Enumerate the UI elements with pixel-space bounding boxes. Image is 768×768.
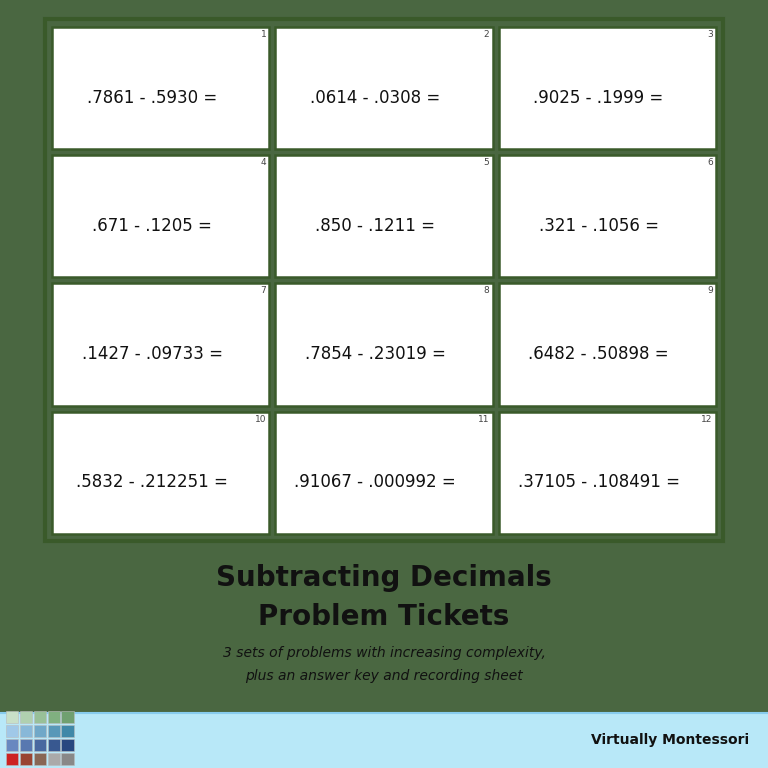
FancyBboxPatch shape <box>498 155 716 277</box>
FancyBboxPatch shape <box>276 412 492 534</box>
FancyBboxPatch shape <box>52 155 270 277</box>
FancyBboxPatch shape <box>48 739 60 751</box>
FancyBboxPatch shape <box>276 155 492 277</box>
FancyBboxPatch shape <box>498 412 716 534</box>
FancyBboxPatch shape <box>6 725 18 737</box>
Text: .7854 - .23019 =: .7854 - .23019 = <box>305 346 445 363</box>
FancyBboxPatch shape <box>45 19 723 541</box>
FancyBboxPatch shape <box>276 27 492 149</box>
FancyBboxPatch shape <box>61 739 74 751</box>
FancyBboxPatch shape <box>20 739 32 751</box>
FancyBboxPatch shape <box>61 711 74 723</box>
Text: .37105 - .108491 =: .37105 - .108491 = <box>518 474 680 492</box>
Text: .91067 - .000992 =: .91067 - .000992 = <box>294 474 456 492</box>
FancyBboxPatch shape <box>61 753 74 765</box>
Text: plus an answer key and recording sheet: plus an answer key and recording sheet <box>245 669 523 683</box>
FancyBboxPatch shape <box>52 27 270 149</box>
Text: 2: 2 <box>484 30 489 39</box>
Text: .850 - .1211 =: .850 - .1211 = <box>316 217 435 235</box>
Text: .7861 - .5930 =: .7861 - .5930 = <box>87 89 217 107</box>
Text: .5832 - .212251 =: .5832 - .212251 = <box>76 474 228 492</box>
Text: .321 - .1056 =: .321 - .1056 = <box>538 217 658 235</box>
FancyBboxPatch shape <box>34 725 46 737</box>
FancyBboxPatch shape <box>34 739 46 751</box>
Text: 1: 1 <box>260 30 266 39</box>
Text: .671 - .1205 =: .671 - .1205 = <box>92 217 212 235</box>
Text: .9025 - .1999 =: .9025 - .1999 = <box>534 89 664 107</box>
Text: 9: 9 <box>707 286 713 296</box>
Text: 8: 8 <box>484 286 489 296</box>
Text: .1427 - .09733 =: .1427 - .09733 = <box>81 346 223 363</box>
Text: 3: 3 <box>707 30 713 39</box>
Text: Problem Tickets: Problem Tickets <box>258 604 510 631</box>
FancyBboxPatch shape <box>48 753 60 765</box>
FancyBboxPatch shape <box>20 725 32 737</box>
FancyBboxPatch shape <box>34 753 46 765</box>
FancyBboxPatch shape <box>6 711 18 723</box>
Text: 7: 7 <box>260 286 266 296</box>
Text: Subtracting Decimals: Subtracting Decimals <box>216 564 552 592</box>
Text: 6: 6 <box>707 158 713 167</box>
Text: .6482 - .50898 =: .6482 - .50898 = <box>528 346 669 363</box>
FancyBboxPatch shape <box>48 725 60 737</box>
FancyBboxPatch shape <box>52 283 270 406</box>
FancyBboxPatch shape <box>498 27 716 149</box>
Text: 5: 5 <box>484 158 489 167</box>
FancyBboxPatch shape <box>20 711 32 723</box>
Text: 10: 10 <box>255 415 266 424</box>
FancyBboxPatch shape <box>6 739 18 751</box>
FancyBboxPatch shape <box>20 753 32 765</box>
Text: 11: 11 <box>478 415 489 424</box>
FancyBboxPatch shape <box>498 283 716 406</box>
Text: Virtually Montessori: Virtually Montessori <box>591 733 749 747</box>
FancyBboxPatch shape <box>6 753 18 765</box>
Text: .0614 - .0308 =: .0614 - .0308 = <box>310 89 440 107</box>
FancyBboxPatch shape <box>0 713 768 768</box>
Text: 12: 12 <box>701 415 713 424</box>
Text: 3 sets of problems with increasing complexity,: 3 sets of problems with increasing compl… <box>223 646 545 660</box>
Text: 4: 4 <box>260 158 266 167</box>
FancyBboxPatch shape <box>276 283 492 406</box>
FancyBboxPatch shape <box>48 711 60 723</box>
FancyBboxPatch shape <box>34 711 46 723</box>
FancyBboxPatch shape <box>61 725 74 737</box>
FancyBboxPatch shape <box>52 412 270 534</box>
